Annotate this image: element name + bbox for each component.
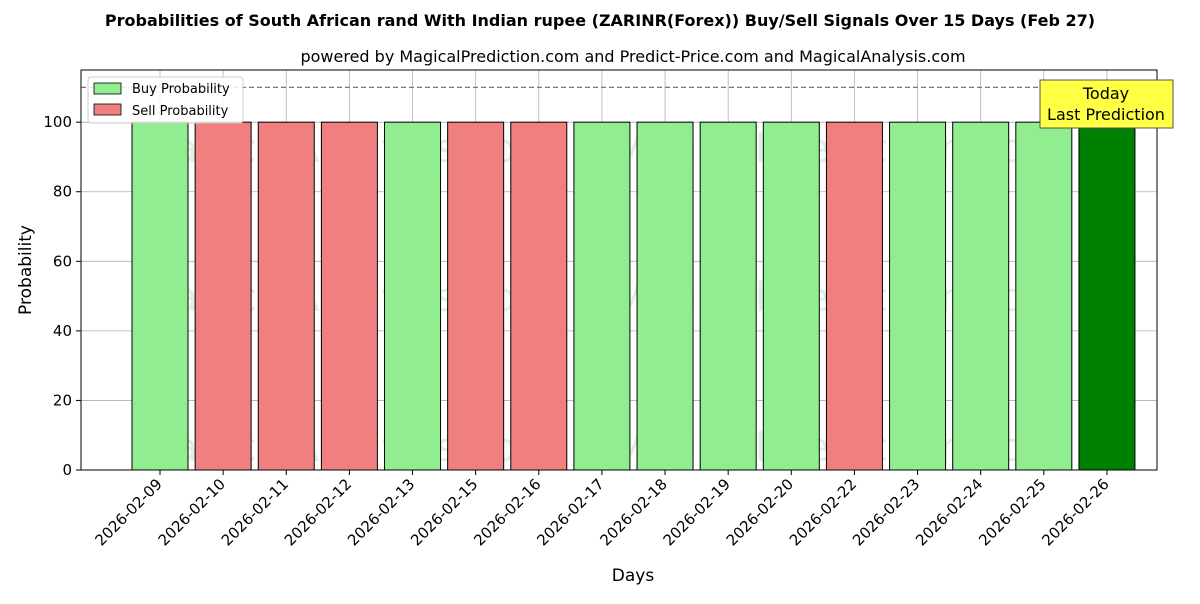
annotation-box xyxy=(1039,79,1174,129)
bar-2026-02-18 xyxy=(636,121,694,471)
legend-buy-label: Buy Probability xyxy=(132,82,230,97)
bar-2026-02-19 xyxy=(699,121,757,471)
bar-2026-02-10 xyxy=(194,121,252,471)
y-tick-label: 0 xyxy=(62,461,72,479)
bars xyxy=(131,121,1136,471)
plot-frame xyxy=(80,69,1158,471)
bar-2026-02-13 xyxy=(384,121,442,471)
chart-title: Probabilities of South African rand With… xyxy=(105,11,1095,30)
y-tick-label: 100 xyxy=(43,113,72,131)
chart-subtitle: powered by MagicalPrediction.com and Pre… xyxy=(300,47,965,66)
bar-2026-02-22 xyxy=(825,121,883,471)
legend-sell-swatch xyxy=(93,103,122,116)
bar-2026-02-25 xyxy=(1015,121,1073,471)
bar-2026-02-26 xyxy=(1078,121,1136,471)
bar-2026-02-17 xyxy=(573,121,631,471)
bar-2026-02-12 xyxy=(320,121,378,471)
y-tick-label: 60 xyxy=(53,252,72,270)
legend-box xyxy=(87,76,244,124)
legend-sell-label: Sell Probability xyxy=(132,104,229,119)
legend: Buy Probability Sell Probability xyxy=(87,76,244,124)
y-axis-ticks: 0 20 40 60 80 100 xyxy=(43,113,81,479)
y-tick-label: 40 xyxy=(53,322,72,340)
legend-buy-swatch xyxy=(93,82,122,95)
y-tick-label: 20 xyxy=(53,391,72,409)
y-tick-label: 80 xyxy=(53,183,72,201)
bar-2026-02-15 xyxy=(447,121,505,471)
annotation-line2: Last Prediction xyxy=(1047,105,1165,124)
bar-2026-02-24 xyxy=(952,121,1010,471)
bar-2026-02-09 xyxy=(131,121,189,471)
annotation-line1: Today xyxy=(1082,84,1129,103)
y-axis-label: Probability xyxy=(16,225,36,315)
bar-2026-02-20 xyxy=(762,121,820,471)
bar-2026-02-16 xyxy=(510,121,568,471)
bar-2026-02-23 xyxy=(889,121,947,471)
bar-2026-02-11 xyxy=(257,121,315,471)
x-axis-label: Days xyxy=(612,566,655,586)
today-annotation: Today Last Prediction xyxy=(1039,79,1174,129)
